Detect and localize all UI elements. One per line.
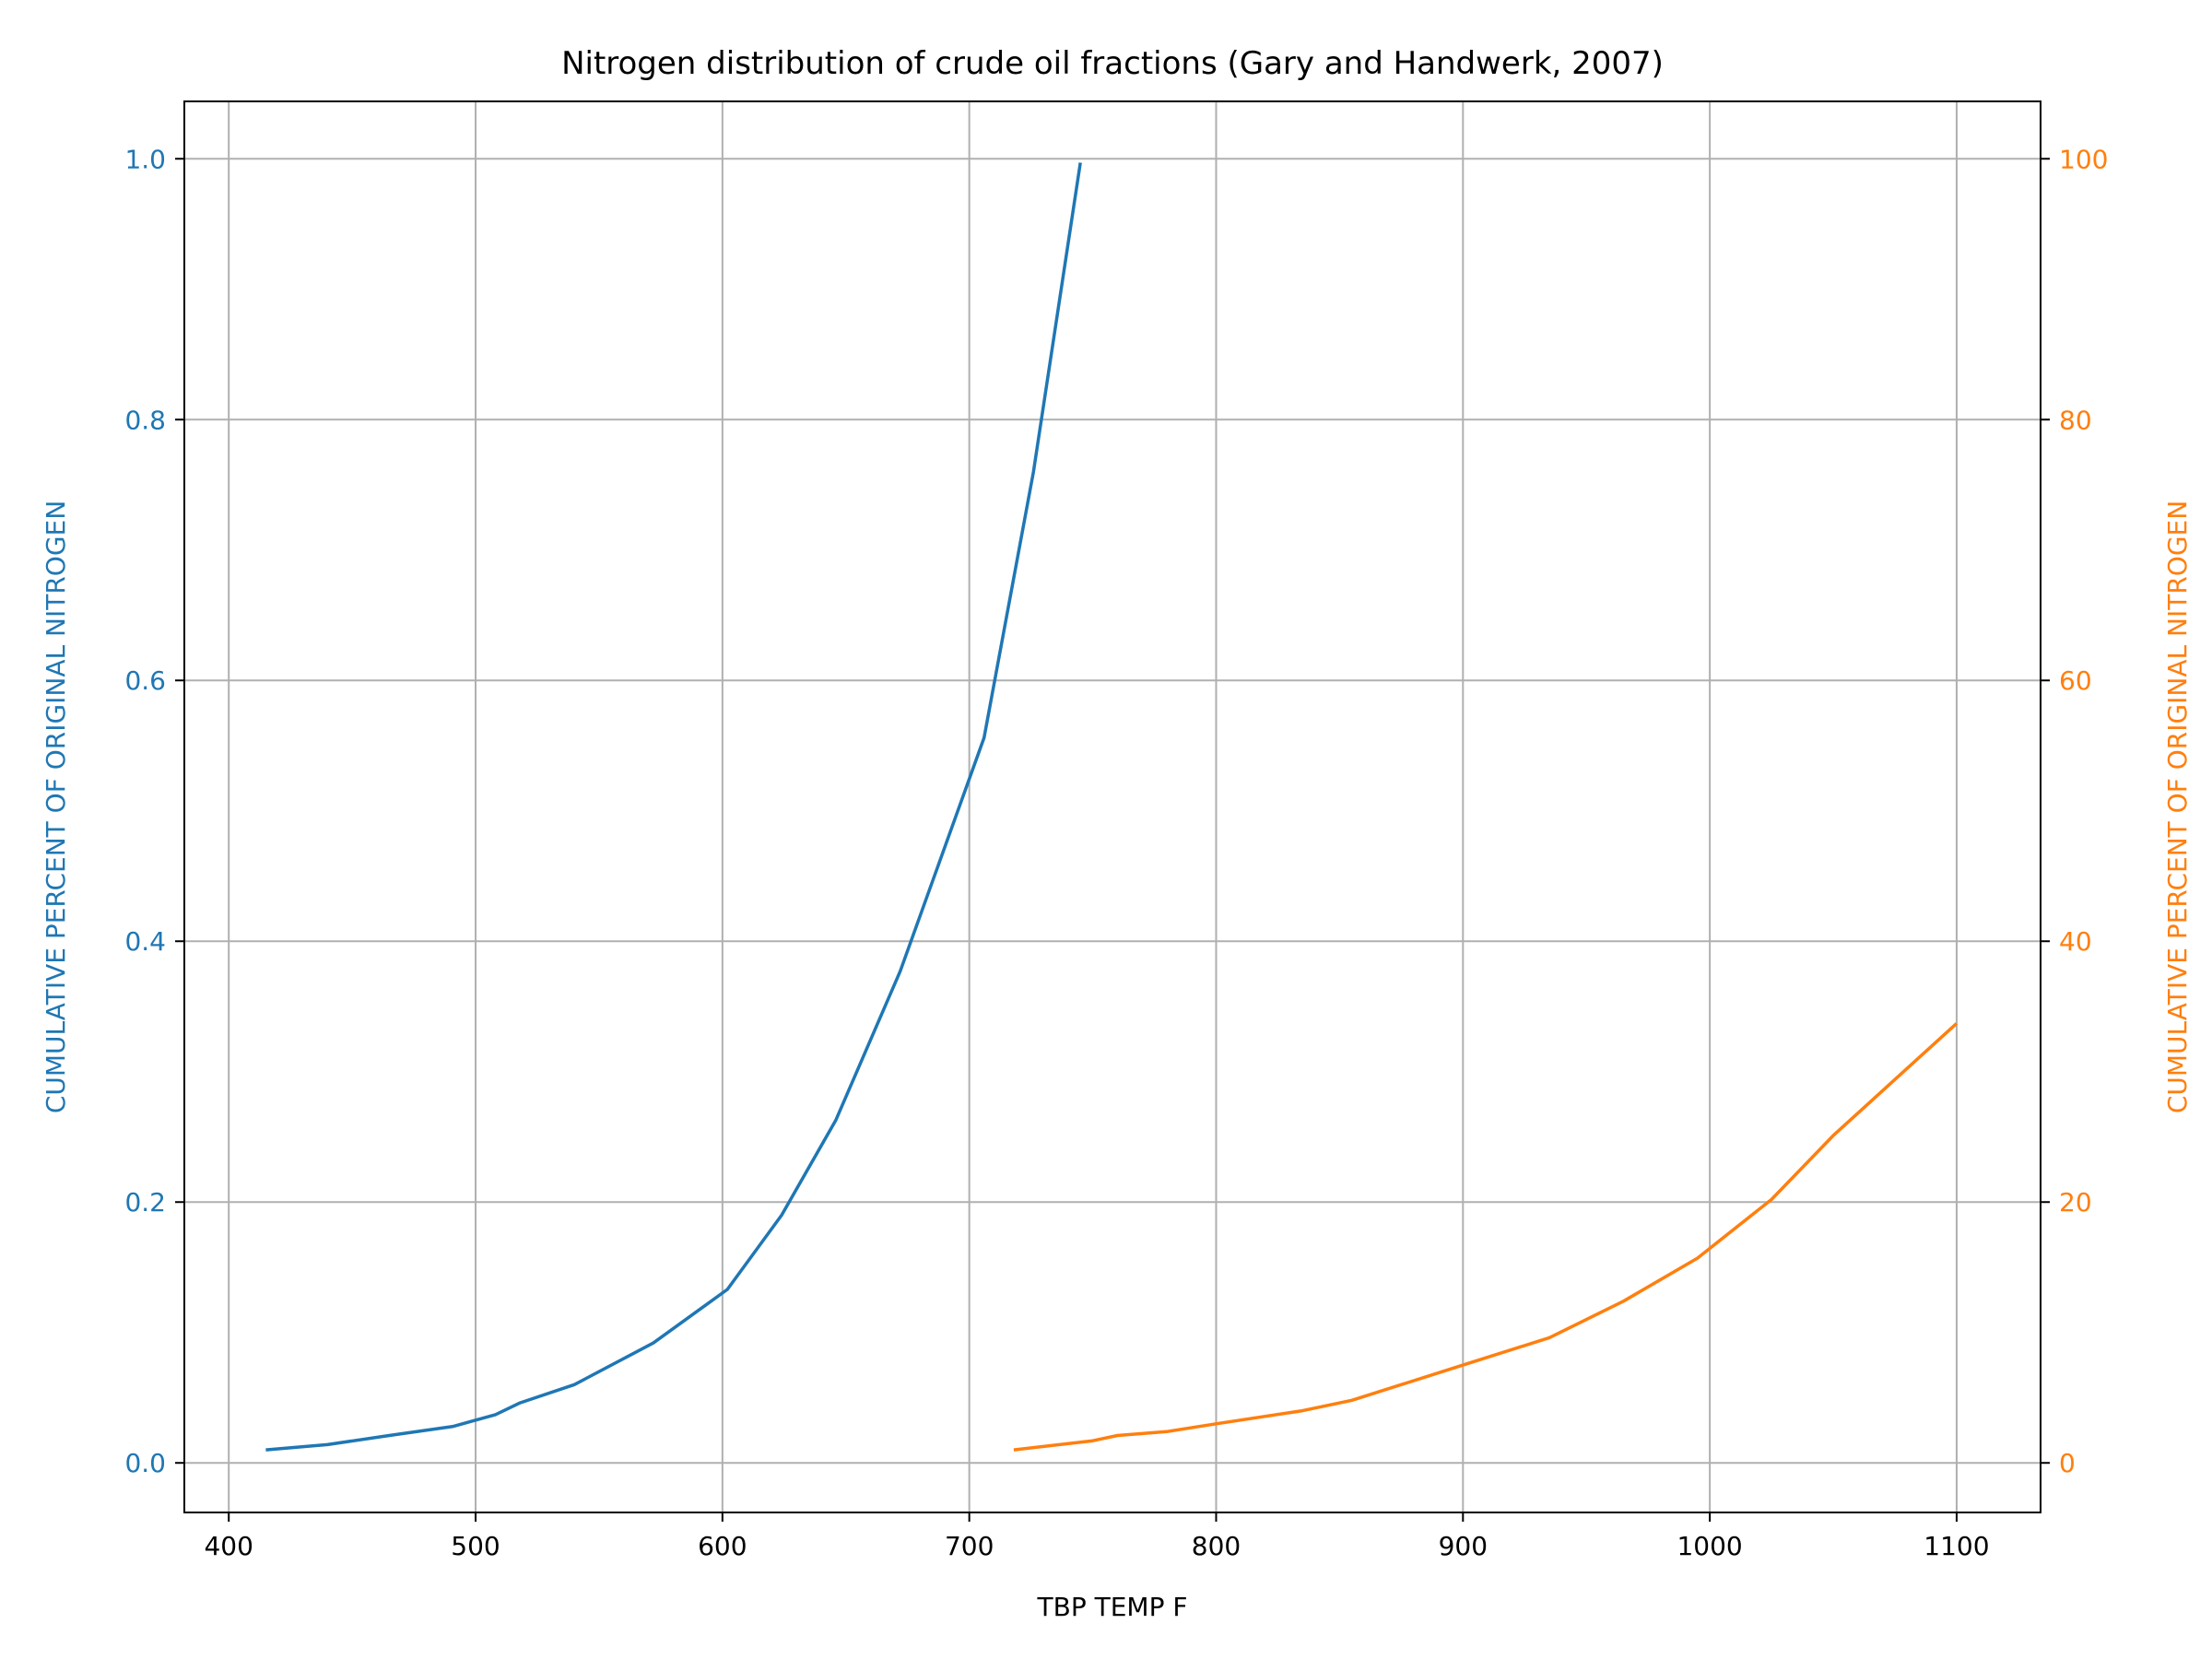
x-tick-label: 1100 <box>1924 1531 1989 1561</box>
x-axis: 400 500 600 700 800 900 1000 1100 <box>204 1512 1990 1561</box>
x-tick-label: 400 <box>204 1531 253 1561</box>
y-right-tick-label: 60 <box>2059 665 2092 696</box>
y-right-tick-label: 0 <box>2059 1448 2076 1478</box>
y-right-tick-label: 100 <box>2059 144 2108 174</box>
grid <box>184 101 2041 1512</box>
x-axis-label: TBP TEMP F <box>1037 1592 1188 1622</box>
y-axis-label-left: CUMULATIVE PERCENT OF ORIGINAL NITROGEN <box>41 500 71 1113</box>
plot-frame <box>183 100 2041 1513</box>
x-tick-label: 800 <box>1192 1531 1241 1561</box>
series-lines <box>265 162 1959 1452</box>
y-axis-label-right: CUMULATIVE PERCENT OF ORIGINAL NITROGEN <box>2162 500 2193 1113</box>
y-left-tick-label: 0.4 <box>124 926 166 957</box>
y-left-tick-label: 0.8 <box>124 405 166 435</box>
y-left-tick-label: 0.0 <box>124 1448 166 1478</box>
y-left-tick-label: 1.0 <box>124 144 166 174</box>
series-line-left-axis <box>265 162 1082 1452</box>
y-right-tick-label: 40 <box>2059 926 2092 957</box>
chart-title: Nitrogen distribution of crude oil fract… <box>561 45 1664 82</box>
y-right-tick-label: 80 <box>2059 405 2092 435</box>
y-axis-right: 0 20 40 60 80 100 <box>2041 144 2108 1478</box>
series-line-right-axis <box>1013 1022 1959 1452</box>
x-tick-label: 900 <box>1439 1531 1488 1561</box>
x-tick-label: 700 <box>945 1531 994 1561</box>
x-tick-label: 600 <box>698 1531 747 1561</box>
y-right-tick-label: 20 <box>2059 1187 2092 1218</box>
y-axis-left: 0.0 0.2 0.4 0.6 0.8 1.0 <box>124 144 184 1478</box>
y-left-tick-label: 0.2 <box>124 1187 166 1218</box>
x-tick-label: 500 <box>451 1531 500 1561</box>
y-left-tick-label: 0.6 <box>124 665 166 696</box>
x-tick-label: 1000 <box>1677 1531 1742 1561</box>
